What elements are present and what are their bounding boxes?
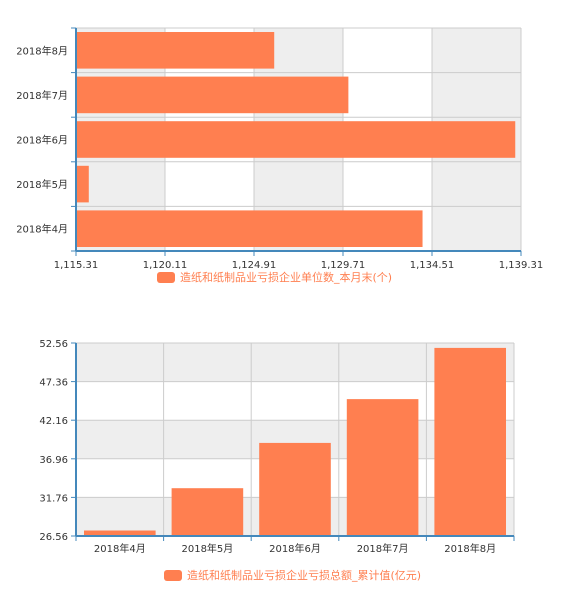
bar (171, 488, 244, 536)
legend[interactable]: 造纸和纸制品业亏损企业亏损总额_累计值(亿元) (164, 568, 421, 582)
y-tick-label: 26.56 (39, 532, 68, 543)
x-tick-label: 1,139.31 (499, 260, 544, 271)
x-category-label: 2018年7月 (357, 542, 409, 555)
x-tick-label: 1,115.31 (54, 260, 99, 271)
x-category-label: 2018年5月 (181, 542, 233, 555)
bar (84, 530, 156, 536)
legend[interactable]: 造纸和纸制品业亏损企业单位数_本月末(个) (157, 270, 392, 284)
chart-loss-enterprise-count: 1,115.31 1,120.11 1,124.91 1,129.71 1,134.51… (16, 27, 544, 284)
bar (346, 399, 419, 536)
y-tick-label: 42.16 (39, 416, 68, 427)
bar (77, 121, 516, 158)
legend-label: 造纸和纸制品业亏损企业单位数_本月末(个) (180, 270, 392, 284)
legend-swatch (164, 570, 182, 581)
bar (259, 442, 331, 536)
y-category-label: 2018年6月 (16, 134, 68, 147)
y-tick-label: 52.56 (39, 339, 68, 350)
chart-loss-total-amount: 52.56 47.36 42.16 36.96 31.76 26.56 2018年4月 201… (39, 339, 515, 582)
bar (77, 32, 275, 69)
x-tick-label: 1,129.71 (321, 260, 366, 271)
y-category-label: 2018年8月 (16, 44, 68, 57)
y-tick-label: 47.36 (39, 378, 68, 389)
y-tick-label: 31.76 (39, 493, 68, 504)
x-category-label: 2018年4月 (94, 542, 146, 555)
y-category-label: 2018年7月 (16, 89, 68, 102)
legend-swatch (157, 272, 175, 283)
y-category-label: 2018年4月 (16, 223, 68, 236)
bar (434, 347, 506, 536)
x-category-label: 2018年6月 (269, 542, 321, 555)
y-tick-label: 36.96 (39, 455, 68, 466)
x-category-label: 2018年8月 (444, 542, 496, 555)
x-tick-label: 1,120.11 (143, 260, 188, 271)
x-tick-label: 1,134.51 (410, 260, 455, 271)
y-category-label: 2018年5月 (16, 178, 68, 191)
x-tick-label: 1,124.91 (232, 260, 277, 271)
bar (77, 165, 89, 203)
bar (77, 210, 423, 247)
bar (77, 76, 349, 114)
legend-label: 造纸和纸制品业亏损企业亏损总额_累计值(亿元) (187, 568, 421, 582)
